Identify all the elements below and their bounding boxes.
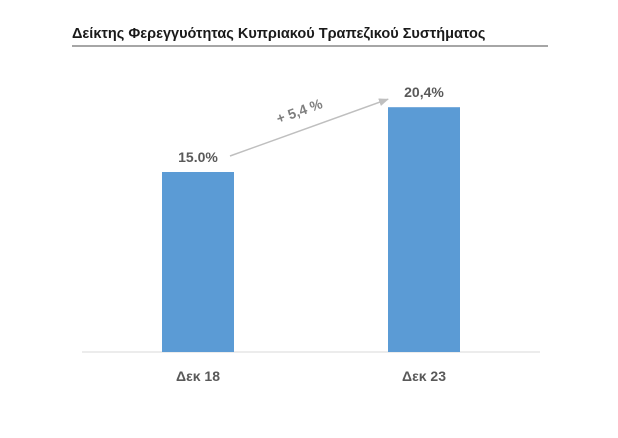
value-label-0: 15.0% (178, 149, 218, 165)
x-ticks-layer: Δεκ 18 Δεκ 23 (176, 368, 446, 384)
value-label-1: 20,4% (404, 84, 444, 100)
chart-title: Δείκτης Φερεγγυότητας Κυπριακού Τραπεζικ… (72, 26, 485, 42)
bar-0 (162, 172, 234, 352)
x-tick-label-1: Δεκ 23 (402, 368, 446, 384)
growth-annotation: + 5,4 % (274, 95, 325, 126)
bars-layer (162, 107, 460, 352)
x-tick-label-0: Δεκ 18 (176, 368, 220, 384)
value-labels-layer: 15.0% 20,4% (178, 84, 444, 165)
bar-1 (388, 107, 460, 352)
growth-arrow (229, 98, 389, 157)
